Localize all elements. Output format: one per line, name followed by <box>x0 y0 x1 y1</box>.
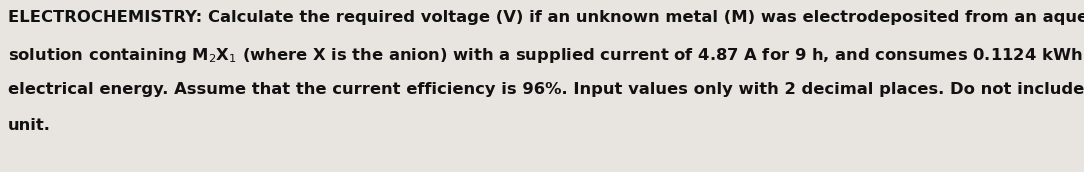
Text: electrical energy. Assume that the current efficiency is 96%. Input values only : electrical energy. Assume that the curre… <box>8 82 1084 97</box>
Text: ELECTROCHEMISTRY:: ELECTROCHEMISTRY: <box>8 10 208 25</box>
Text: solution containing M$_2$X$_1$ (where X is the anion) with a supplied current of: solution containing M$_2$X$_1$ (where X … <box>8 46 1084 65</box>
Text: Calculate the required voltage (V) if an unknown metal (M) was electrodeposited : Calculate the required voltage (V) if an… <box>208 10 1084 25</box>
Text: unit.: unit. <box>8 118 51 133</box>
